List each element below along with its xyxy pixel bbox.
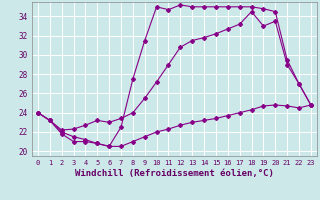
X-axis label: Windchill (Refroidissement éolien,°C): Windchill (Refroidissement éolien,°C) [75,169,274,178]
